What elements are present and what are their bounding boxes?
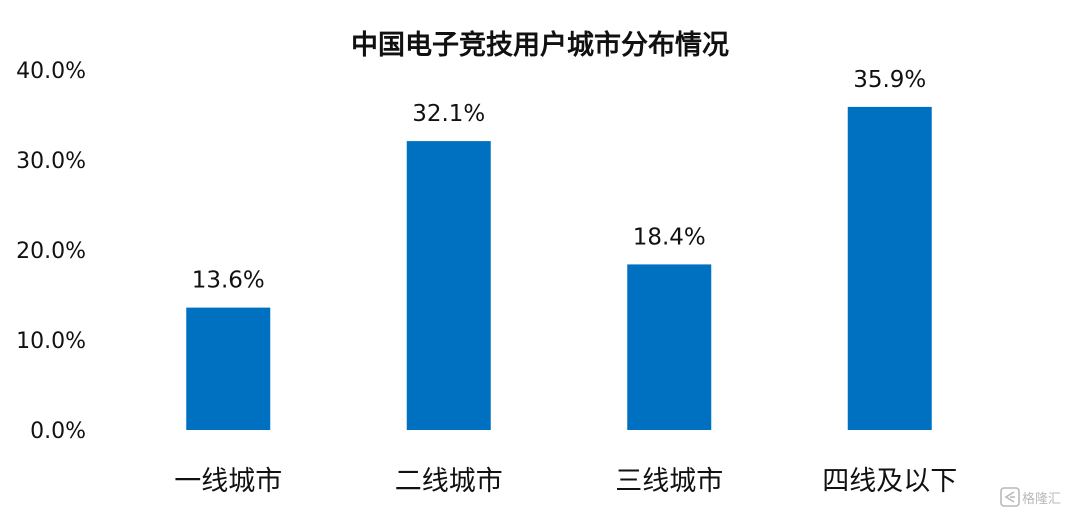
watermark: 格隆汇 xyxy=(1000,487,1061,507)
data-label: 32.1% xyxy=(412,101,485,127)
chart-title: 中国电子竞技用户城市分布情况 xyxy=(351,29,729,61)
bar-4 xyxy=(847,106,932,431)
bar-3 xyxy=(627,264,712,430)
data-labels: 13.6% 32.1% 18.4% 35.9% xyxy=(192,67,927,294)
bar-2 xyxy=(406,141,491,430)
data-label: 18.4% xyxy=(633,224,706,250)
bars xyxy=(186,106,932,431)
y-axis-ticks: 0.0% 10.0% 20.0% 30.0% 40.0% xyxy=(16,59,86,444)
x-tick-label: 三线城市 xyxy=(615,466,723,497)
x-tick-label: 二线城市 xyxy=(395,466,503,497)
x-axis-ticks: 一线城市 二线城市 三线城市 四线及以下 xyxy=(174,466,957,497)
y-tick-label: 30.0% xyxy=(16,149,86,174)
data-label: 13.6% xyxy=(192,268,265,294)
y-tick-label: 40.0% xyxy=(16,59,86,84)
x-tick-label: 四线及以下 xyxy=(822,466,957,497)
y-tick-label: 20.0% xyxy=(16,239,86,264)
x-tick-label: 一线城市 xyxy=(174,466,282,497)
watermark-text: 格隆汇 xyxy=(1022,491,1061,507)
data-label: 35.9% xyxy=(853,67,926,93)
gelonghui-logo-icon xyxy=(1000,487,1020,507)
bar-1 xyxy=(186,307,271,430)
y-tick-label: 0.0% xyxy=(30,419,86,444)
y-tick-label: 10.0% xyxy=(16,329,86,354)
